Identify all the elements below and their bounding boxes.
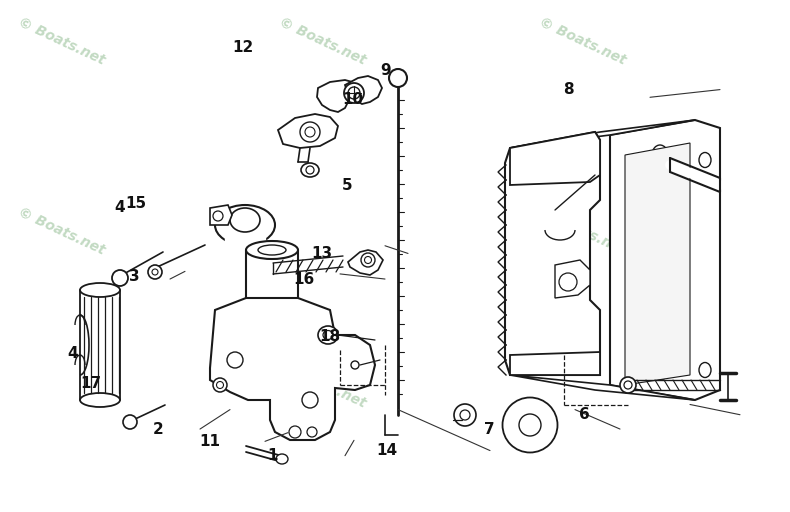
Ellipse shape bbox=[112, 270, 128, 286]
Polygon shape bbox=[210, 298, 375, 440]
Ellipse shape bbox=[148, 265, 162, 279]
Ellipse shape bbox=[80, 283, 120, 297]
Polygon shape bbox=[317, 80, 360, 112]
Text: 13: 13 bbox=[312, 246, 333, 261]
Text: 4: 4 bbox=[67, 346, 78, 361]
Text: © Boats.net: © Boats.net bbox=[16, 15, 107, 68]
Polygon shape bbox=[625, 143, 690, 385]
Text: 5: 5 bbox=[342, 178, 353, 193]
Ellipse shape bbox=[302, 392, 318, 408]
Text: 4: 4 bbox=[115, 200, 126, 215]
Text: 14: 14 bbox=[377, 443, 397, 458]
Ellipse shape bbox=[364, 257, 371, 264]
Text: 17: 17 bbox=[81, 376, 101, 392]
Ellipse shape bbox=[306, 166, 314, 174]
Ellipse shape bbox=[246, 241, 298, 259]
Ellipse shape bbox=[559, 273, 577, 291]
Text: © Boats.net: © Boats.net bbox=[276, 358, 368, 411]
Ellipse shape bbox=[351, 361, 359, 369]
Text: 15: 15 bbox=[126, 196, 146, 211]
Ellipse shape bbox=[348, 87, 360, 99]
Text: 18: 18 bbox=[320, 329, 340, 345]
Ellipse shape bbox=[502, 397, 558, 453]
Polygon shape bbox=[610, 120, 720, 400]
Ellipse shape bbox=[624, 381, 632, 389]
Ellipse shape bbox=[213, 211, 223, 221]
Ellipse shape bbox=[344, 83, 364, 103]
Polygon shape bbox=[510, 132, 600, 185]
Polygon shape bbox=[225, 235, 265, 250]
Ellipse shape bbox=[301, 163, 319, 177]
Ellipse shape bbox=[699, 153, 711, 167]
Ellipse shape bbox=[241, 304, 251, 316]
Ellipse shape bbox=[454, 404, 476, 426]
Text: 10: 10 bbox=[343, 92, 363, 108]
Text: 12: 12 bbox=[233, 39, 254, 55]
Polygon shape bbox=[510, 120, 695, 148]
Text: 3: 3 bbox=[129, 269, 140, 284]
Text: 16: 16 bbox=[294, 271, 314, 287]
Ellipse shape bbox=[300, 122, 320, 142]
Ellipse shape bbox=[227, 352, 243, 368]
Text: 8: 8 bbox=[563, 82, 574, 97]
Ellipse shape bbox=[123, 415, 137, 429]
Text: 11: 11 bbox=[199, 434, 220, 449]
Ellipse shape bbox=[652, 360, 668, 380]
Polygon shape bbox=[348, 250, 383, 275]
Polygon shape bbox=[555, 260, 590, 298]
Ellipse shape bbox=[620, 377, 636, 393]
Polygon shape bbox=[505, 132, 600, 375]
Ellipse shape bbox=[216, 381, 224, 389]
Ellipse shape bbox=[213, 378, 227, 392]
Text: 6: 6 bbox=[579, 407, 590, 422]
Text: 2: 2 bbox=[152, 421, 164, 437]
Ellipse shape bbox=[323, 331, 333, 339]
Ellipse shape bbox=[152, 269, 158, 275]
Ellipse shape bbox=[519, 414, 541, 436]
Text: 1: 1 bbox=[267, 448, 278, 463]
Ellipse shape bbox=[230, 208, 260, 232]
Ellipse shape bbox=[215, 205, 275, 245]
Ellipse shape bbox=[276, 454, 288, 464]
Polygon shape bbox=[345, 76, 382, 104]
Polygon shape bbox=[278, 114, 338, 148]
Ellipse shape bbox=[460, 410, 470, 420]
Ellipse shape bbox=[318, 326, 338, 344]
Text: 9: 9 bbox=[380, 63, 391, 78]
Ellipse shape bbox=[80, 393, 120, 407]
Ellipse shape bbox=[289, 426, 301, 438]
Text: © Boats.net: © Boats.net bbox=[16, 205, 107, 258]
Text: © Boats.net: © Boats.net bbox=[537, 15, 629, 68]
Polygon shape bbox=[210, 205, 232, 225]
Ellipse shape bbox=[699, 362, 711, 377]
Ellipse shape bbox=[389, 69, 407, 87]
Text: 7: 7 bbox=[484, 421, 495, 437]
Ellipse shape bbox=[652, 145, 668, 165]
Ellipse shape bbox=[305, 127, 315, 137]
Ellipse shape bbox=[246, 359, 298, 377]
Ellipse shape bbox=[258, 245, 286, 255]
Text: © Boats.net: © Boats.net bbox=[537, 205, 629, 258]
Ellipse shape bbox=[307, 427, 317, 437]
Polygon shape bbox=[510, 352, 600, 375]
Ellipse shape bbox=[361, 253, 375, 267]
Text: © Boats.net: © Boats.net bbox=[276, 15, 368, 68]
Polygon shape bbox=[510, 375, 695, 400]
